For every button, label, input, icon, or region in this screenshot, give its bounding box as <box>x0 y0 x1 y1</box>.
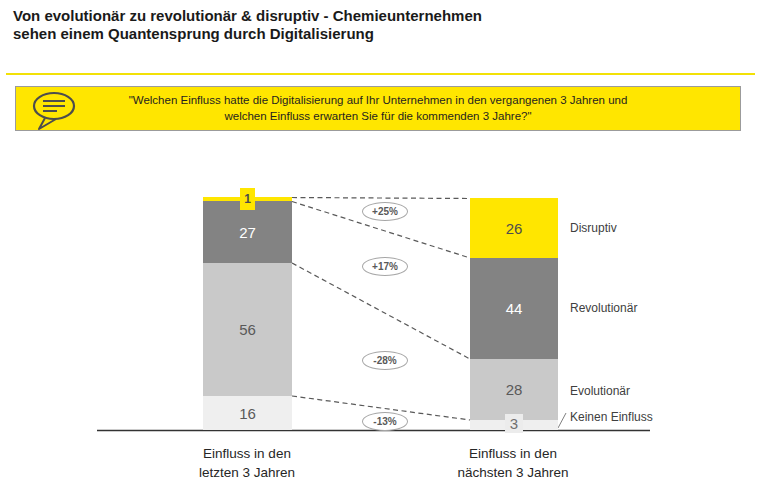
segment-value: 28 <box>506 381 523 398</box>
segment-keinen-einfluss-left: 16 <box>203 396 292 430</box>
segment-value: 26 <box>506 220 523 237</box>
keinen-einfluss-leader-line <box>558 413 566 428</box>
segment-value: 16 <box>239 405 256 422</box>
delta-badge-disruptiv: +25% <box>362 202 408 221</box>
delta-badge-keinen-einfluss: -13% <box>362 412 408 431</box>
segment-label-keinen-einfluss: Keinen Einfluss <box>570 410 653 424</box>
segment-value: 1 <box>244 192 251 206</box>
delta-value: -13% <box>373 416 396 427</box>
segment-disruptiv-left-value-callout: 1 <box>240 188 255 210</box>
segment-label-disruptiv: Disruptiv <box>570 221 617 235</box>
segment-evolutionaer-right: 28 <box>470 359 558 420</box>
delta-value: -28% <box>373 355 396 366</box>
delta-value: +17% <box>372 261 398 272</box>
segment-value: 56 <box>239 321 256 338</box>
segment-value: 27 <box>239 224 256 241</box>
delta-value: +25% <box>372 206 398 217</box>
segment-evolutionaer-left: 56 <box>203 263 292 396</box>
segment-revolutionaer-left: 27 <box>203 201 292 263</box>
segment-value: 3 <box>510 415 518 432</box>
segment-label-evolutionaer: Evolutionär <box>570 384 630 398</box>
axis-label-right-period: Einfluss in den nächsten 3 Jahren <box>453 444 573 482</box>
axis-label-left-period: Einfluss in den letzten 3 Jahren <box>187 444 307 482</box>
slide: Von evolutionär zu revolutionär & disrup… <box>0 0 760 493</box>
delta-badge-revolutionaer: +17% <box>362 257 408 276</box>
segment-label-revolutionaer: Revolutionär <box>570 301 637 315</box>
connector-revolutionaer-evolutionaer <box>292 263 470 359</box>
delta-badge-evolutionaer: -28% <box>362 351 408 370</box>
segment-disruptiv-right: 26 <box>470 198 558 258</box>
segment-value: 44 <box>506 300 523 317</box>
segment-revolutionaer-right: 44 <box>470 258 558 359</box>
segment-keinen-einfluss-right-value-callout: 3 <box>505 414 523 433</box>
connector-top <box>292 198 470 199</box>
